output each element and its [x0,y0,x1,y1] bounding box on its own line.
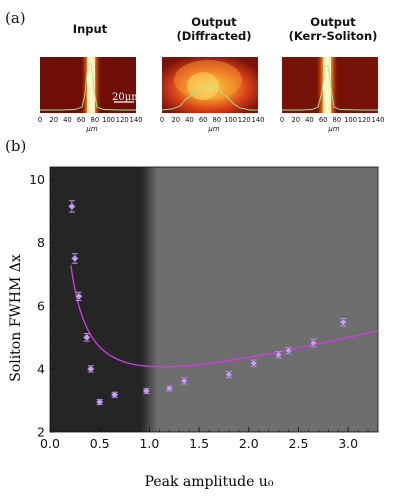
image-title-kerr-soliton: Output (Kerr-Soliton) [288,15,378,43]
x-tick-labels: 0.0 0.5 1.0 1.5 2.0 2.5 3.0 [40,436,358,451]
image-diffracted [161,57,258,113]
diamond-marker [142,387,151,395]
panel-label-a: (a) [5,9,26,27]
image-axis-tick: 20 [49,116,58,124]
y-tick-label: 4 [37,361,45,376]
data-point [86,365,95,373]
diamond-marker [309,339,318,347]
fit-curve [70,265,379,368]
data-point [74,291,83,301]
image-axis-tick: 120 [116,116,129,124]
image-axis-tick: 120 [238,116,251,124]
image-axis-units: μm μm μm [85,125,339,133]
data-point [95,398,104,406]
data-point [339,317,348,327]
image-axis-tick: 60 [199,116,208,124]
image-axis-tick: 60 [319,116,328,124]
panel-label-b: (b) [5,137,27,155]
data-point [68,200,76,213]
image-axis-tick: 120 [358,116,371,124]
data-point [180,377,189,385]
image-kerr-soliton [282,57,378,113]
y-tick-label: 10 [29,172,45,187]
image-axis-tick: 40 [305,116,314,124]
dark-region [50,167,150,432]
data-point [284,346,293,355]
data-point [225,370,233,379]
image-title-diffracted: Output (Diffracted) [176,15,252,43]
image-axis-tick: 100 [102,116,115,124]
image-axis-tick: 40 [185,116,194,124]
diamond-marker [249,359,258,368]
image-title-input: Input [72,22,108,36]
image-axis-tick: 140 [130,116,143,124]
x-tick-label: 0.0 [40,436,60,451]
diamond-marker [180,377,189,385]
axes [49,166,379,433]
y-tick-label: 2 [37,425,45,440]
diamond-marker [68,202,76,211]
x-tick-label: 2.0 [239,436,259,451]
x-tick-label: 3.0 [338,436,358,451]
x-axis-label: Peak amplitude u₀ [145,474,274,490]
diamond-marker [86,365,95,373]
diamond-marker [284,346,293,355]
data-point [274,350,283,359]
y-tick-label: 8 [37,235,45,250]
diamond-marker [71,254,79,263]
image-axis-tick: 140 [252,116,265,124]
image-axis-tick: 60 [77,116,86,124]
region-boundary [141,167,158,432]
data-point [249,359,258,368]
image-axis-tick: 140 [372,116,385,124]
data-point [71,253,79,264]
scale-bar-label: 20μm [112,92,141,103]
beam-images: 20μm 0 20 40 60 80 100 120 140 0 20 40 60 80 100 120 14… [38,57,385,133]
image-axis-tick: 80 [213,116,222,124]
image-axis-tick: 0 [38,116,42,124]
image-axis-unit: μm [327,125,339,133]
diamond-marker [95,398,104,406]
image-axis-tick: 100 [344,116,357,124]
diamond-marker [82,333,91,342]
image-axis-tick: 20 [171,116,180,124]
diamond-marker [110,390,119,399]
image-axis-tick: 0 [280,116,284,124]
data-point [309,338,318,348]
image-axis-tick: 100 [224,116,237,124]
plot-frame [49,166,379,433]
diamond-marker [74,292,83,301]
data-point [142,387,151,395]
image-axis-ticks: 0 20 40 60 80 100 120 140 0 20 40 60 80 100 120 140 0 20 4… [38,116,385,124]
image-axis-tick: 80 [333,116,342,124]
data-points [68,200,348,406]
diamond-marker [165,384,174,393]
image-axis-tick: 40 [63,116,72,124]
image-axis-tick: 80 [91,116,100,124]
image-axis-tick: 0 [160,116,164,124]
image-axis-unit: μm [85,125,97,133]
image-input [40,57,136,113]
diamond-marker [274,350,283,359]
x-tick-label: 1.0 [139,436,159,451]
diamond-marker [339,318,348,327]
data-point [110,390,119,399]
x-tick-label: 1.5 [189,436,209,451]
y-tick-label: 6 [37,298,45,313]
data-point [82,333,91,342]
diamond-marker [225,370,233,379]
data-point [165,384,174,393]
fwhm-chart: 0.0 0.5 1.0 1.5 2.0 2.5 3.0 2 4 6 8 10 Peak amplit… [8,166,379,490]
y-axis-label: Soliton FWHM Δx [8,254,24,382]
light-region [149,167,378,432]
x-tick-label: 0.5 [90,436,110,451]
x-tick-label: 2.5 [289,436,309,451]
image-axis-tick: 20 [291,116,300,124]
image-axis-unit: μm [207,125,219,133]
y-tick-labels: 2 4 6 8 10 [29,172,45,439]
